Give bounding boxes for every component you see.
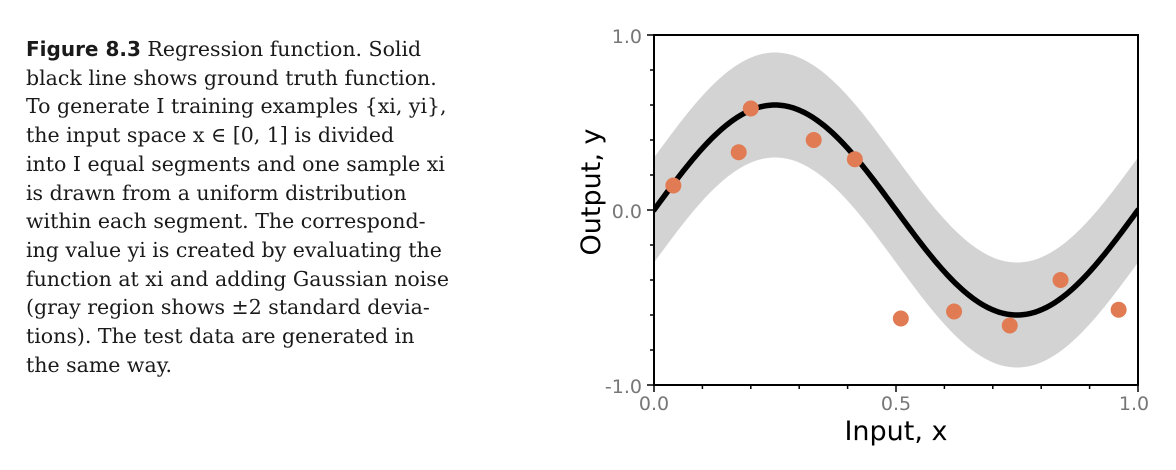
x-tick-label-mid: 0.5: [881, 393, 911, 415]
training-point: [1001, 317, 1018, 334]
training-point: [1052, 272, 1069, 288]
figure-label: Figure 8.3: [26, 37, 141, 61]
caption-line-3: To generate I training examples {xi, yi}…: [26, 94, 447, 119]
caption-line-7: within each segment. The correspond-: [26, 209, 426, 234]
caption-line-4: the input space x ∈ [0, 1] is divided: [26, 123, 395, 148]
training-point: [742, 100, 759, 117]
x-tick-label-right: 1.0: [1119, 393, 1149, 415]
caption-line-9: function at xi and adding Gaussian noise: [26, 266, 449, 291]
ground-truth-line: [654, 102, 1138, 318]
y-tick-label-mid: 0.0: [612, 201, 642, 223]
x-axis-label: Input, x: [844, 416, 947, 447]
caption-line-11: tions). The test data are generated in: [26, 324, 415, 349]
training-point: [946, 303, 963, 320]
training-point: [1110, 301, 1127, 318]
caption-line-5: into I equal segments and one sample xi: [26, 151, 445, 176]
training-point: [730, 144, 747, 161]
y-tick-label-top: 1.0: [612, 26, 642, 48]
caption-line-1: Figure 8.3 Regression function. Solid: [26, 35, 512, 64]
training-point: [892, 310, 909, 327]
x-tick-label-left: 0.0: [639, 393, 669, 415]
caption-line-10: (gray region shows ±2 standard devia-: [26, 295, 430, 320]
caption-line-8: ing value yi is created by evaluating th…: [26, 237, 442, 262]
y-axis-label: Output, y: [576, 129, 607, 256]
caption-text-1: Regression function. Solid: [140, 37, 422, 61]
training-point: [805, 132, 822, 148]
y-tick-label-bottom: -1.0: [605, 376, 642, 398]
training-point: [846, 151, 863, 168]
figure-caption: Figure 8.3 Regression function. Solid bl…: [26, 35, 512, 379]
axis-ticks: [647, 34, 1139, 392]
training-point: [665, 177, 682, 194]
regression-chart: 1.0 0.0 -1.0 0.0 0.5 1.0 Input, x Output…: [576, 26, 1149, 447]
training-points: [665, 100, 1127, 334]
caption-line-6: is drawn from a uniform distribution: [26, 180, 407, 205]
plot-area: [654, 52, 1138, 368]
caption-line-2: black line shows ground truth function.: [26, 65, 437, 90]
caption-line-12: the same way.: [26, 352, 173, 377]
